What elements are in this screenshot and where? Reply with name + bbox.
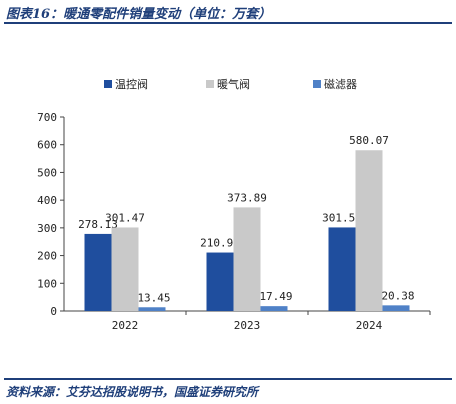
- figure-title: 图表16：暖通零配件销量变动（单位：万套）: [6, 7, 272, 22]
- data-label: 17.49: [259, 290, 292, 303]
- legend-swatch: [313, 80, 321, 88]
- bar-2023-series-1: [233, 207, 261, 311]
- data-label: 13.45: [137, 291, 170, 304]
- x-tick-label: 2022: [112, 319, 139, 332]
- data-label: 373.89: [227, 191, 267, 204]
- x-tick-label: 2023: [234, 319, 261, 332]
- y-tick-label: 300: [37, 222, 57, 235]
- legend-label: 暖气阀: [217, 77, 250, 91]
- legend-label: 磁滤器: [324, 78, 357, 91]
- data-label: 301.47: [105, 211, 145, 224]
- y-tick-label: 600: [37, 139, 57, 152]
- legend-swatch: [206, 80, 214, 88]
- legend-label: 温控阀: [115, 77, 148, 91]
- bar-2023-series-2: [260, 306, 288, 311]
- y-tick-label: 500: [37, 166, 57, 179]
- figure-source: 资料来源：艾芬达招股说明书，国盛证券研究所: [6, 385, 259, 399]
- y-tick-label: 700: [37, 111, 57, 124]
- y-tick-label: 0: [50, 305, 57, 318]
- bar-2022-series-0: [84, 233, 112, 311]
- bar-2023-series-0: [206, 252, 234, 311]
- data-label: 20.38: [381, 289, 414, 302]
- bar-2024-series-0: [328, 227, 356, 311]
- x-tick-label: 2024: [356, 319, 383, 332]
- y-tick-label: 400: [37, 194, 57, 207]
- data-label: 278.13: [78, 218, 118, 231]
- y-tick-label: 200: [37, 250, 57, 263]
- y-tick-label: 100: [37, 277, 57, 290]
- bar-2024-series-1: [355, 150, 383, 311]
- data-label: 210.95: [200, 237, 240, 250]
- source-rule: [4, 378, 452, 380]
- legend-swatch: [104, 80, 112, 88]
- bar-2024-series-2: [382, 305, 410, 311]
- title-rule: [4, 22, 452, 24]
- data-label: 301.54: [322, 211, 362, 224]
- bar-2022-series-1: [111, 227, 139, 311]
- data-label: 580.07: [349, 134, 389, 147]
- bar-2022-series-2: [138, 307, 166, 311]
